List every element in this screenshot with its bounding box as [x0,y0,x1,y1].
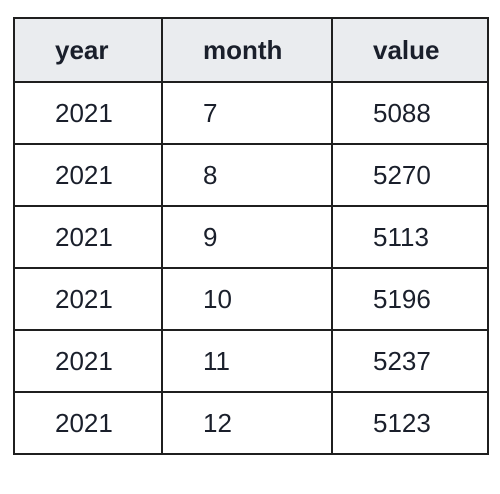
table-row: 2021 10 5196 [13,267,489,331]
cell-year: 2021 [13,329,163,393]
cell-value: 5123 [331,391,489,455]
table-row: 2021 12 5123 [13,391,489,455]
data-table: year month value 2021 7 5088 2021 8 5270… [13,17,489,455]
table-header: year month value [13,17,489,83]
cell-month: 8 [161,143,333,207]
cell-value: 5113 [331,205,489,269]
table-row: 2021 7 5088 [13,81,489,145]
cell-year: 2021 [13,267,163,331]
table-row: 2021 9 5113 [13,205,489,269]
cell-year: 2021 [13,391,163,455]
header-row: year month value [13,17,489,83]
column-header-value: value [331,17,489,83]
cell-month: 9 [161,205,333,269]
cell-month: 11 [161,329,333,393]
cell-year: 2021 [13,143,163,207]
cell-year: 2021 [13,81,163,145]
cell-value: 5088 [331,81,489,145]
cell-month: 12 [161,391,333,455]
column-header-year: year [13,17,163,83]
cell-month: 7 [161,81,333,145]
cell-value: 5196 [331,267,489,331]
table-body: 2021 7 5088 2021 8 5270 2021 9 5113 2021… [13,81,489,455]
cell-value: 5237 [331,329,489,393]
table-row: 2021 11 5237 [13,329,489,393]
cell-value: 5270 [331,143,489,207]
table-row: 2021 8 5270 [13,143,489,207]
column-header-month: month [161,17,333,83]
cell-year: 2021 [13,205,163,269]
cell-month: 10 [161,267,333,331]
